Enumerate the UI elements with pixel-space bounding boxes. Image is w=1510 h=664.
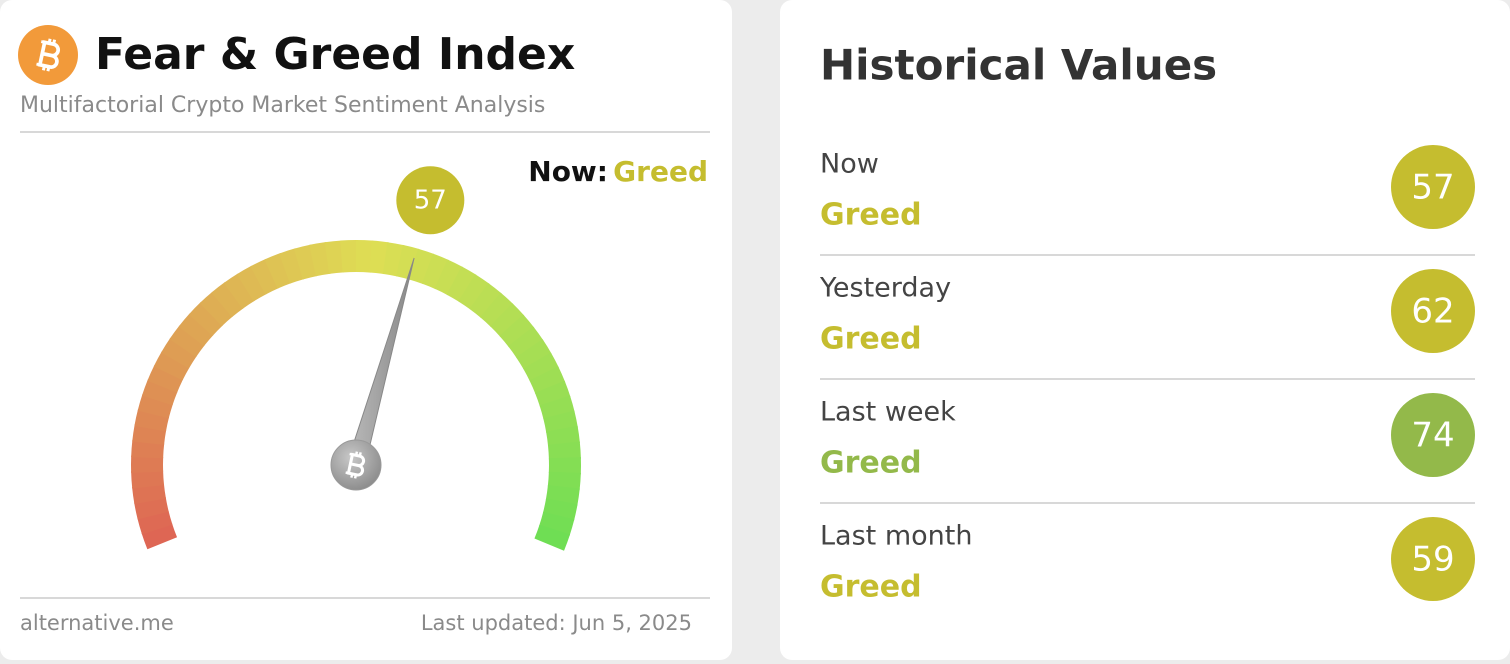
gauge-segment	[324, 240, 344, 274]
row-value: 57	[1411, 168, 1454, 208]
gauge-segment	[132, 483, 166, 505]
gauge-segment	[211, 282, 244, 318]
row-classification: Greed	[820, 322, 922, 357]
gauge-segment	[539, 511, 575, 537]
gauge-segment	[309, 241, 331, 277]
gauge-segment	[131, 439, 165, 459]
gauge-segment	[147, 364, 184, 393]
gauge-segment	[458, 274, 490, 310]
last-updated: Last updated: Jun 5, 2025	[421, 611, 692, 635]
gauge-segment	[480, 292, 514, 328]
gauge-segment	[499, 314, 535, 348]
history-rows: Now Greed 57 Yesterday Greed 62 Last week Greed…	[819, 145, 1475, 605]
row-value: 74	[1411, 416, 1454, 456]
gauge-segment	[340, 239, 358, 273]
gauge-segment	[534, 380, 571, 407]
gauge-segment	[188, 302, 223, 336]
gauge-segment	[543, 410, 578, 433]
now-classification: Greed	[613, 155, 708, 188]
gauge-segment	[169, 325, 205, 358]
gauge-segment	[178, 313, 214, 347]
row-value: 62	[1411, 292, 1454, 332]
row-value: 59	[1411, 540, 1454, 580]
gauge-segment	[446, 266, 477, 303]
gauge-segment	[264, 253, 292, 289]
gauge-segment	[250, 258, 279, 295]
gauge-segment	[546, 425, 580, 447]
gauge-segment	[508, 326, 544, 359]
gauge-segment	[161, 337, 197, 369]
subtitle: Multifactorial Crypto Market Sentiment A…	[20, 93, 545, 118]
right-card	[780, 0, 1510, 660]
gauge-segment	[529, 366, 566, 394]
gauge-segment	[548, 457, 581, 475]
gauge-segment	[142, 379, 178, 406]
gauge-segment	[153, 351, 190, 381]
gauge-segment	[134, 409, 170, 432]
gauge-segment	[490, 303, 525, 337]
gauge-segment	[131, 470, 165, 489]
gauge-segment	[469, 282, 502, 319]
gauge-segment	[236, 265, 267, 302]
row-value-circle	[1391, 393, 1475, 477]
gauge-segment	[137, 393, 173, 419]
gauge-segment	[409, 248, 435, 285]
gauge: 57	[131, 166, 581, 551]
now-label: Now:	[528, 155, 608, 188]
gauge-segment	[223, 273, 255, 309]
gauge-segment	[396, 244, 420, 280]
gauge-segment	[547, 441, 581, 460]
row-value-circle	[1391, 145, 1475, 229]
row-label: Last month	[820, 521, 972, 552]
gauge-segment	[434, 259, 464, 296]
value-bubble-label: 57	[414, 186, 447, 216]
gauge-segment	[134, 497, 169, 520]
gauge-segment	[131, 455, 164, 473]
row-label: Last week	[820, 397, 956, 428]
gauge-segment	[422, 253, 449, 290]
gauge-segment	[547, 471, 581, 491]
gauge-segment	[516, 339, 552, 370]
value-bubble	[396, 166, 465, 235]
row-classification: Greed	[820, 446, 922, 481]
gauge-segment	[141, 523, 178, 550]
row-classification: Greed	[820, 570, 922, 605]
row-classification: Greed	[820, 198, 922, 233]
row-label: Now	[820, 149, 879, 180]
gauge-segment	[356, 240, 374, 273]
history-title: Historical Values	[820, 41, 1217, 90]
gauge-segment	[523, 352, 559, 382]
row-value-circle	[1391, 269, 1475, 353]
gauge-segment	[199, 291, 233, 327]
gauge-segment	[534, 524, 570, 551]
source: alternative.me	[20, 611, 174, 635]
gauge-segment	[542, 498, 578, 521]
title: Fear & Greed Index	[95, 29, 575, 80]
row-value-circle	[1391, 517, 1475, 601]
row-label: Yesterday	[819, 273, 951, 304]
